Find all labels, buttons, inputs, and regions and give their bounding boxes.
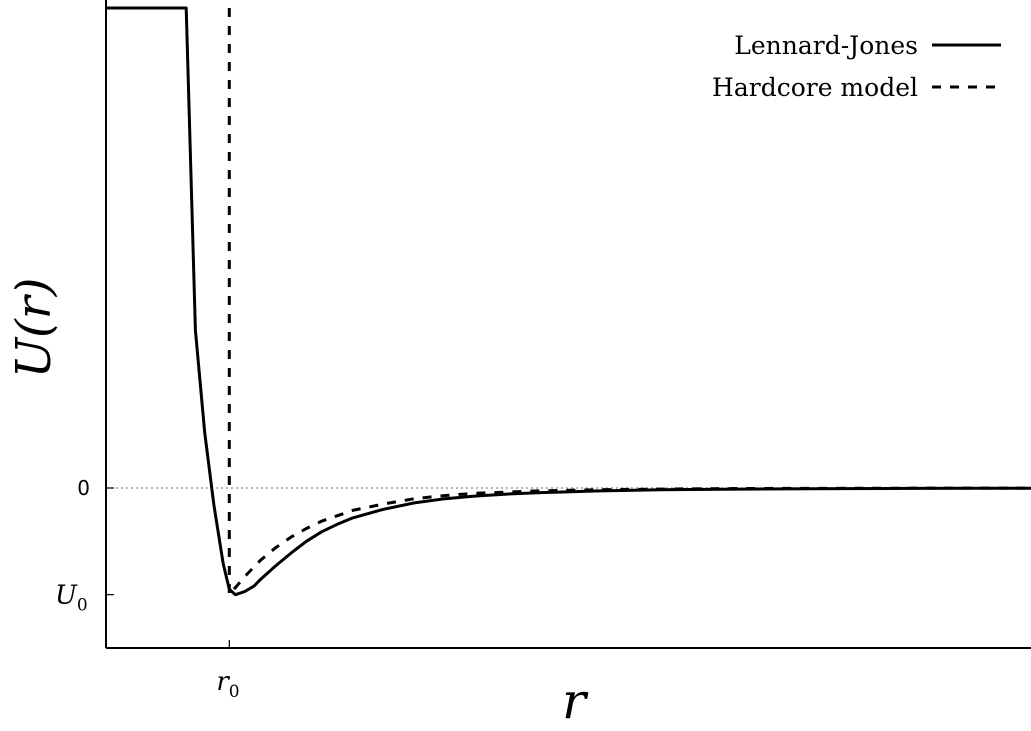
x-tick-label: r0 xyxy=(216,667,239,702)
series-line-hardcore-model xyxy=(227,8,1031,597)
x-axis-title: r xyxy=(562,672,589,730)
tick-labels: 0 U0 r0 xyxy=(55,476,240,702)
y-axis-title: U(r) xyxy=(6,278,62,379)
legend: Lennard-Jones Hardcore model xyxy=(712,31,1001,102)
y-tick-label: U0 xyxy=(55,581,88,616)
legend-label-hardcore-model: Hardcore model xyxy=(712,73,918,102)
axes xyxy=(105,0,1031,649)
y-tick-label: 0 xyxy=(77,476,90,500)
plot-area xyxy=(106,6,1031,597)
legend-label-lennard-jones: Lennard-Jones xyxy=(734,31,918,60)
series-line-lennard-jones xyxy=(106,6,1031,597)
